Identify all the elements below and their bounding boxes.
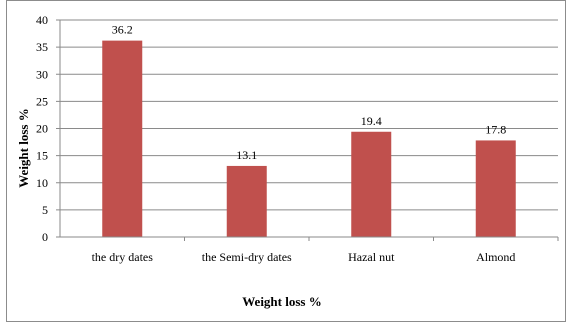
y-tick-label: 25 — [36, 94, 48, 108]
data-label: 36.2 — [112, 23, 133, 37]
x-category-label: Almond — [476, 250, 515, 264]
data-labels: 36.2 13.1 19.4 17.8 — [112, 23, 507, 162]
gridlines — [60, 19, 558, 211]
chart-frame — [6, 0, 566, 322]
x-category-label: Hazal nut — [348, 250, 395, 264]
y-tick-label: 0 — [42, 230, 48, 244]
bars — [102, 40, 516, 237]
y-axis-title: Weight loss % — [16, 108, 31, 187]
y-tick-label: 20 — [36, 122, 48, 136]
bar — [475, 140, 516, 237]
bar — [226, 165, 267, 237]
bar — [351, 131, 392, 237]
y-tick-labels: 0 5 10 15 20 25 30 35 40 — [36, 13, 48, 244]
x-category-label: the Semi-dry dates — [202, 250, 292, 264]
x-category-label: the dry dates — [92, 250, 154, 264]
bar — [102, 40, 143, 237]
axes — [56, 19, 559, 241]
data-label: 13.1 — [236, 148, 257, 162]
y-tick-label: 30 — [36, 67, 48, 81]
y-tick-label: 15 — [36, 149, 48, 163]
y-tick-label: 5 — [42, 203, 48, 217]
x-axis-title: Weight loss % — [242, 294, 321, 309]
y-tick-label: 10 — [36, 176, 48, 190]
data-label: 19.4 — [361, 114, 382, 128]
y-tick-label: 35 — [36, 40, 48, 54]
data-label: 17.8 — [485, 122, 506, 136]
x-category-labels: the dry dates the Semi-dry dates Hazal nut… — [92, 250, 516, 264]
y-tick-label: 40 — [36, 13, 48, 27]
